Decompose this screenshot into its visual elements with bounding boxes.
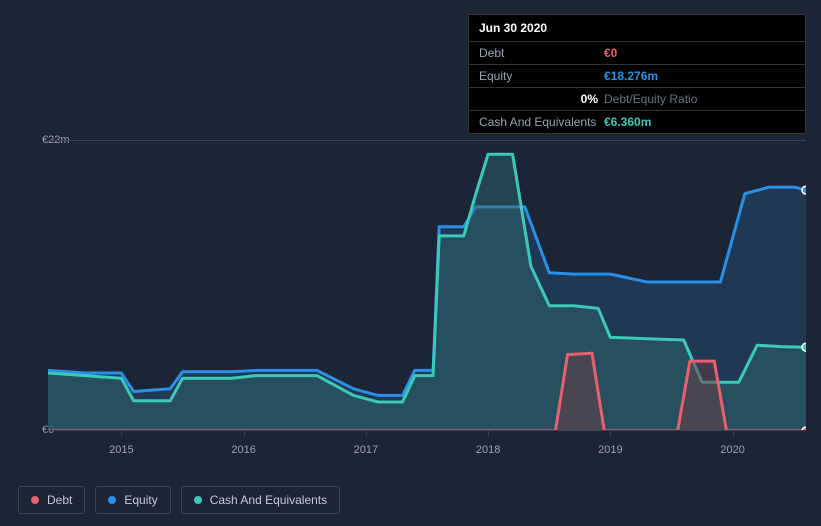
x-axis-label: 2017	[354, 444, 378, 456]
tooltip-row-debt: Debt €0	[469, 42, 805, 65]
tooltip-row-cash: Cash And Equivalents €6.360m	[469, 111, 805, 133]
chart-legend: Debt Equity Cash And Equivalents	[18, 486, 340, 514]
tooltip-label: Equity	[479, 69, 604, 83]
swatch-icon	[31, 496, 39, 504]
x-axis-label: 2016	[231, 444, 255, 456]
tooltip-date: Jun 30 2020	[469, 15, 805, 42]
x-axis-label: 2015	[109, 444, 133, 456]
tooltip-label: Cash And Equivalents	[479, 115, 604, 129]
y-axis-label-max: €22m	[42, 134, 46, 146]
legend-item-cash[interactable]: Cash And Equivalents	[181, 486, 340, 514]
legend-label: Equity	[124, 493, 157, 507]
tooltip-row-equity: Equity €18.276m	[469, 65, 805, 88]
legend-label: Debt	[47, 493, 72, 507]
tooltip-row-ratio: 0% Debt/Equity Ratio	[469, 88, 805, 111]
financials-chart[interactable]: €22m €0 2015 2016 2017 2018 2019 2020	[18, 120, 806, 470]
legend-item-debt[interactable]: Debt	[18, 486, 85, 514]
tooltip-label: Debt	[479, 46, 604, 60]
tooltip-ratio-label: Debt/Equity Ratio	[604, 92, 697, 106]
tooltip-value: €0	[604, 46, 617, 60]
plot-area[interactable]	[48, 140, 806, 430]
chart-tooltip: Jun 30 2020 Debt €0 Equity €18.276m 0% D…	[468, 14, 806, 134]
tooltip-value: €6.360m	[604, 115, 651, 129]
x-axis-line	[48, 430, 806, 431]
legend-item-equity[interactable]: Equity	[95, 486, 170, 514]
legend-label: Cash And Equivalents	[210, 493, 327, 507]
tooltip-ratio-value: 0%	[479, 92, 604, 106]
x-axis-label: 2020	[720, 444, 744, 456]
x-axis-label: 2018	[476, 444, 500, 456]
x-axis-label: 2019	[598, 444, 622, 456]
swatch-icon	[194, 496, 202, 504]
tooltip-value: €18.276m	[604, 69, 658, 83]
x-axis-labels: 2015 2016 2017 2018 2019 2020	[48, 444, 806, 464]
swatch-icon	[108, 496, 116, 504]
y-axis-label-min: €0	[42, 424, 46, 436]
chart-svg	[48, 141, 806, 431]
